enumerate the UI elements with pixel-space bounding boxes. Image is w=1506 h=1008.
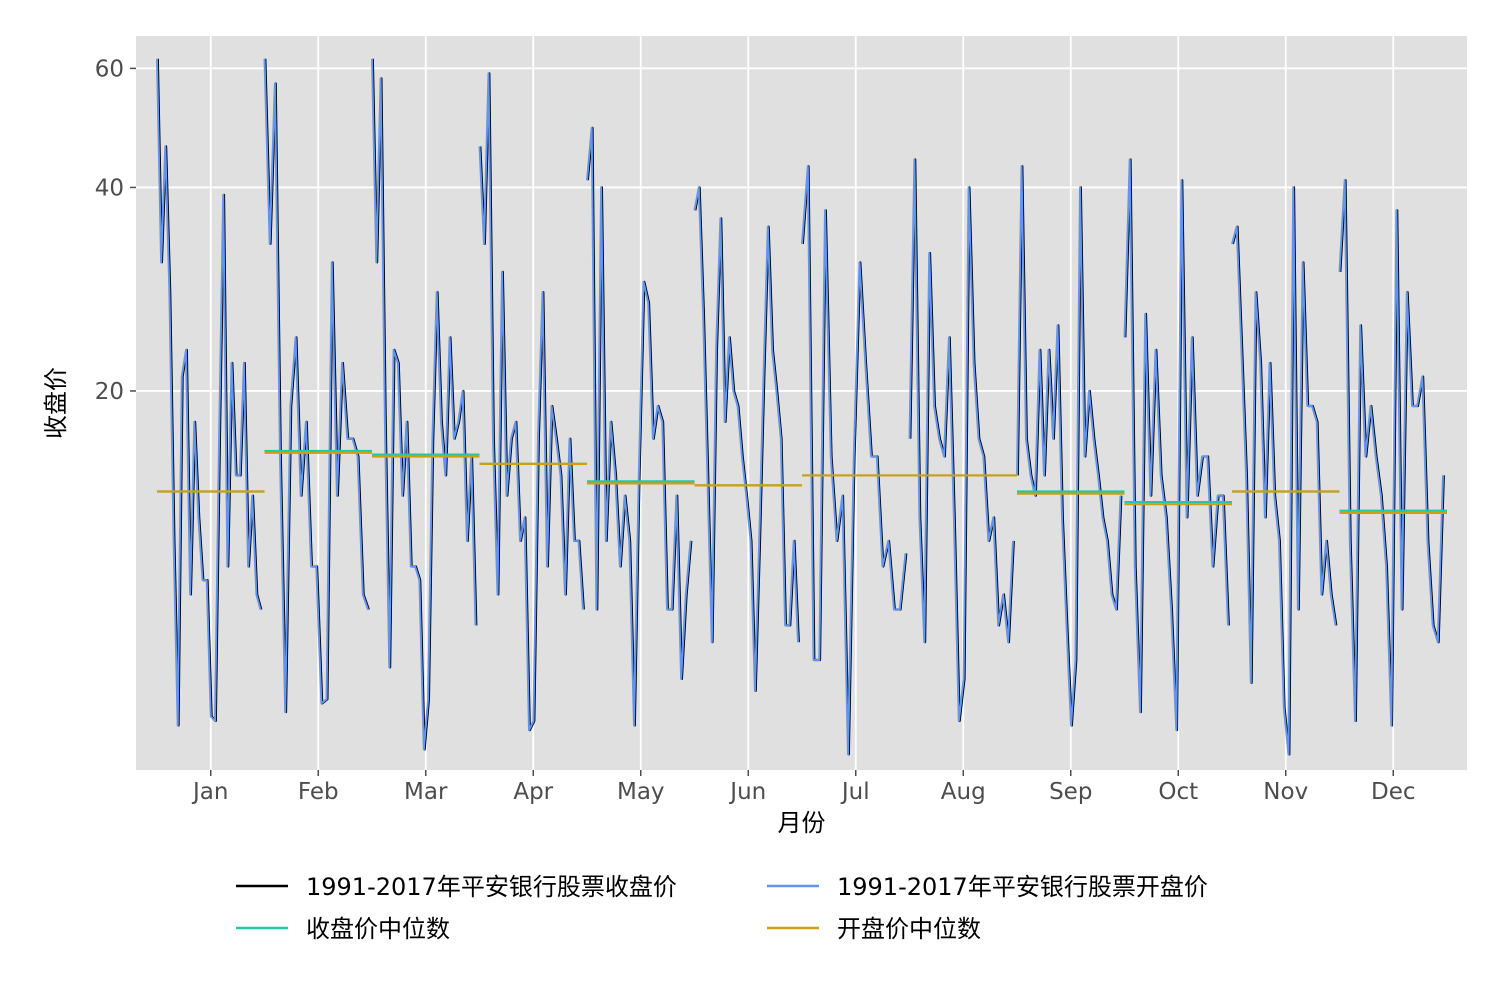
x-tick-label: Aug — [941, 779, 986, 805]
x-tick-label: May — [617, 779, 665, 805]
legend-label: 开盘价中位数 — [837, 915, 981, 943]
x-tick-label: Nov — [1263, 779, 1308, 805]
x-tick-label: Sep — [1049, 779, 1092, 805]
x-tick-label: Jul — [840, 779, 870, 805]
open-price-line — [908, 158, 1014, 722]
x-tick-label: Jun — [728, 779, 766, 805]
open-price-line — [1231, 186, 1337, 756]
legend-label: 1991-2017年平安银行股票开盘价 — [837, 873, 1208, 901]
x-axis-title: 月份 — [778, 809, 826, 837]
open-price-line — [263, 58, 369, 714]
open-price-line — [156, 58, 262, 727]
x-tick-label: Apr — [513, 779, 553, 805]
series-lines — [156, 58, 1445, 756]
open-price-line — [371, 58, 477, 751]
y-tick-label: 40 — [95, 175, 124, 201]
open-price-line — [1123, 158, 1229, 732]
y-tick-label: 20 — [95, 379, 124, 405]
legend-label: 1991-2017年平安银行股票收盘价 — [306, 873, 677, 901]
open-price-line — [478, 72, 584, 732]
legend: 1991-2017年平安银行股票收盘价 1991-2017年平安银行股票开盘价收盘… — [236, 873, 1208, 943]
open-price-line — [586, 126, 692, 727]
open-price-line — [1338, 179, 1444, 727]
x-tick-label: Oct — [1158, 779, 1198, 805]
axes: 20 40 60 Jan Feb Mar Apr May Jun Jul Aug Sep Oct Nov D… — [95, 56, 1416, 805]
x-tick-label: Feb — [298, 779, 339, 805]
x-tick-label: Mar — [404, 779, 448, 805]
y-tick-label: 60 — [95, 56, 124, 82]
y-axis-title: 收盘价 — [42, 367, 70, 439]
x-tick-label: Dec — [1371, 779, 1416, 805]
open-price-line — [801, 165, 907, 756]
legend-label: 收盘价中位数 — [306, 915, 450, 943]
open-price-line — [693, 186, 799, 692]
median-lines — [157, 449, 1447, 515]
x-tick-label: Jan — [191, 779, 228, 805]
